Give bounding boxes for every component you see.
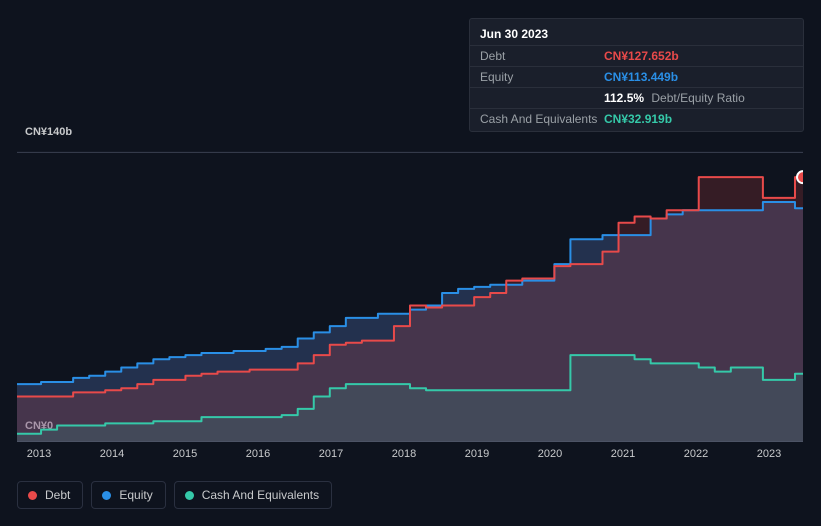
chart-plot[interactable] [17,142,803,442]
tooltip-date: Jun 30 2023 [470,25,803,45]
xaxis-tick: 2013 [27,448,51,460]
tooltip-value: CN¥127.652b [604,49,679,63]
xaxis-tick: 2017 [319,448,343,460]
xaxis-tick: 2015 [173,448,197,460]
legend-item-cash[interactable]: Cash And Equivalents [174,481,332,509]
legend-label: Debt [45,488,70,502]
tooltip-label: Debt [480,49,604,63]
tooltip-row-debt: Debt CN¥127.652b [470,45,803,66]
legend-dot-cash [185,491,194,500]
ratio-label: Debt/Equity Ratio [651,91,744,105]
tooltip-ratio: 112.5% Debt/Equity Ratio [604,91,745,105]
tooltip-row-cash: Cash And Equivalents CN¥32.919b [470,108,803,129]
legend-label: Equity [119,488,152,502]
xaxis: 2013 2014 2015 2016 2017 2018 2019 2020 2021 2022… [17,448,803,468]
tooltip-row-ratio: 112.5% Debt/Equity Ratio [470,87,803,108]
legend-label: Cash And Equivalents [202,488,319,502]
legend-dot-equity [102,491,111,500]
xaxis-tick: 2020 [538,448,562,460]
legend: Debt Equity Cash And Equivalents [17,481,332,509]
tooltip-label: Equity [480,70,604,84]
legend-item-debt[interactable]: Debt [17,481,83,509]
xaxis-tick: 2021 [611,448,635,460]
xaxis-tick: 2014 [100,448,124,460]
yaxis-label-top: CN¥140b [25,126,72,138]
tooltip-value: CN¥32.919b [604,112,672,126]
tooltip-value: CN¥113.449b [604,70,678,84]
xaxis-tick: 2023 [757,448,781,460]
chart-svg [17,142,803,442]
xaxis-tick: 2019 [465,448,489,460]
ratio-percent: 112.5% [604,91,644,105]
legend-dot-debt [28,491,37,500]
tooltip-row-equity: Equity CN¥113.449b [470,66,803,87]
legend-item-equity[interactable]: Equity [91,481,165,509]
xaxis-tick: 2022 [684,448,708,460]
chart-container: Jun 30 2023 Debt CN¥127.652b Equity CN¥1… [0,0,821,526]
tooltip-label [480,91,604,105]
chart-tooltip: Jun 30 2023 Debt CN¥127.652b Equity CN¥1… [469,18,804,132]
xaxis-tick: 2016 [246,448,270,460]
xaxis-tick: 2018 [392,448,416,460]
tooltip-label: Cash And Equivalents [480,112,604,126]
